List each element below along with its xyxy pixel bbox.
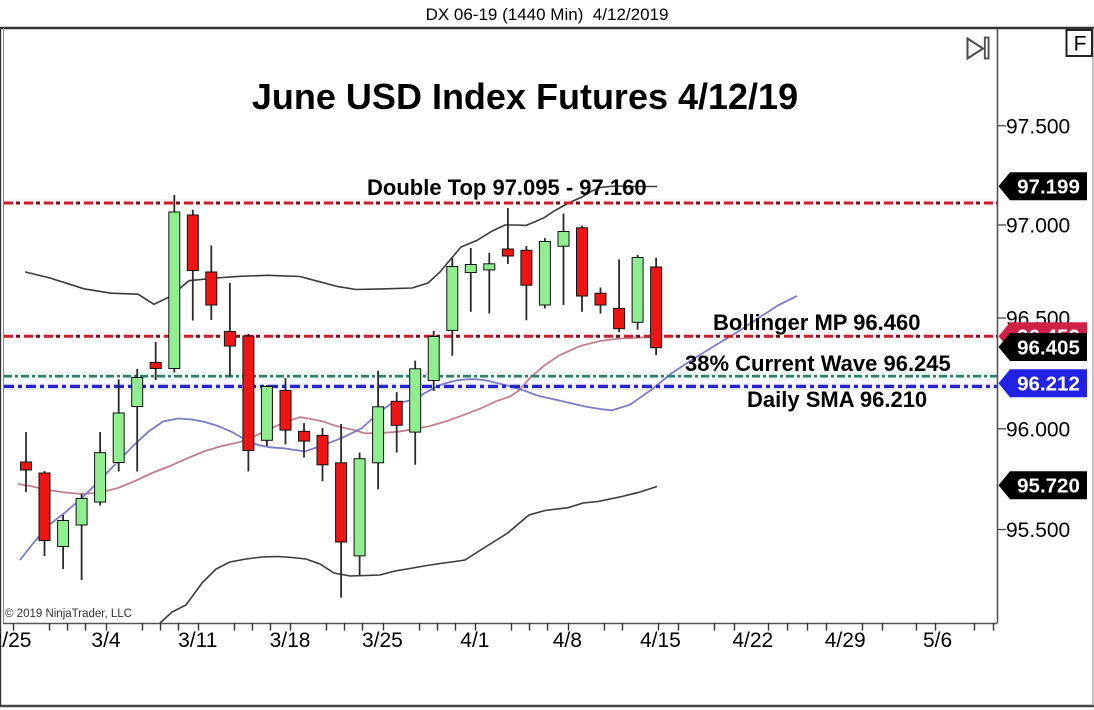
svg-text:3/18: 3/18	[270, 629, 311, 652]
svg-text:4/15: 4/15	[640, 629, 681, 652]
svg-text:95.720: 95.720	[1017, 475, 1080, 498]
svg-text:97.199: 97.199	[1017, 176, 1080, 199]
svg-text:3/4: 3/4	[91, 629, 121, 652]
svg-text:F: F	[1074, 33, 1087, 56]
svg-text:5/6: 5/6	[923, 629, 952, 652]
svg-text:4/8: 4/8	[553, 629, 582, 652]
svg-text:97.500: 97.500	[1006, 115, 1070, 138]
svg-text:3/11: 3/11	[178, 629, 217, 652]
svg-text:97.000: 97.000	[1006, 215, 1070, 238]
svg-text:4/29: 4/29	[825, 629, 866, 652]
svg-text:96.000: 96.000	[1006, 418, 1070, 441]
svg-text:2/25: 2/25	[0, 629, 31, 652]
svg-text:4/22: 4/22	[732, 629, 773, 652]
svg-text:4/1: 4/1	[460, 629, 489, 652]
svg-text:96.212: 96.212	[1017, 373, 1080, 396]
svg-text:95.500: 95.500	[1006, 519, 1070, 542]
svg-text:96.405: 96.405	[1017, 336, 1080, 359]
svg-text:3/25: 3/25	[362, 629, 403, 652]
